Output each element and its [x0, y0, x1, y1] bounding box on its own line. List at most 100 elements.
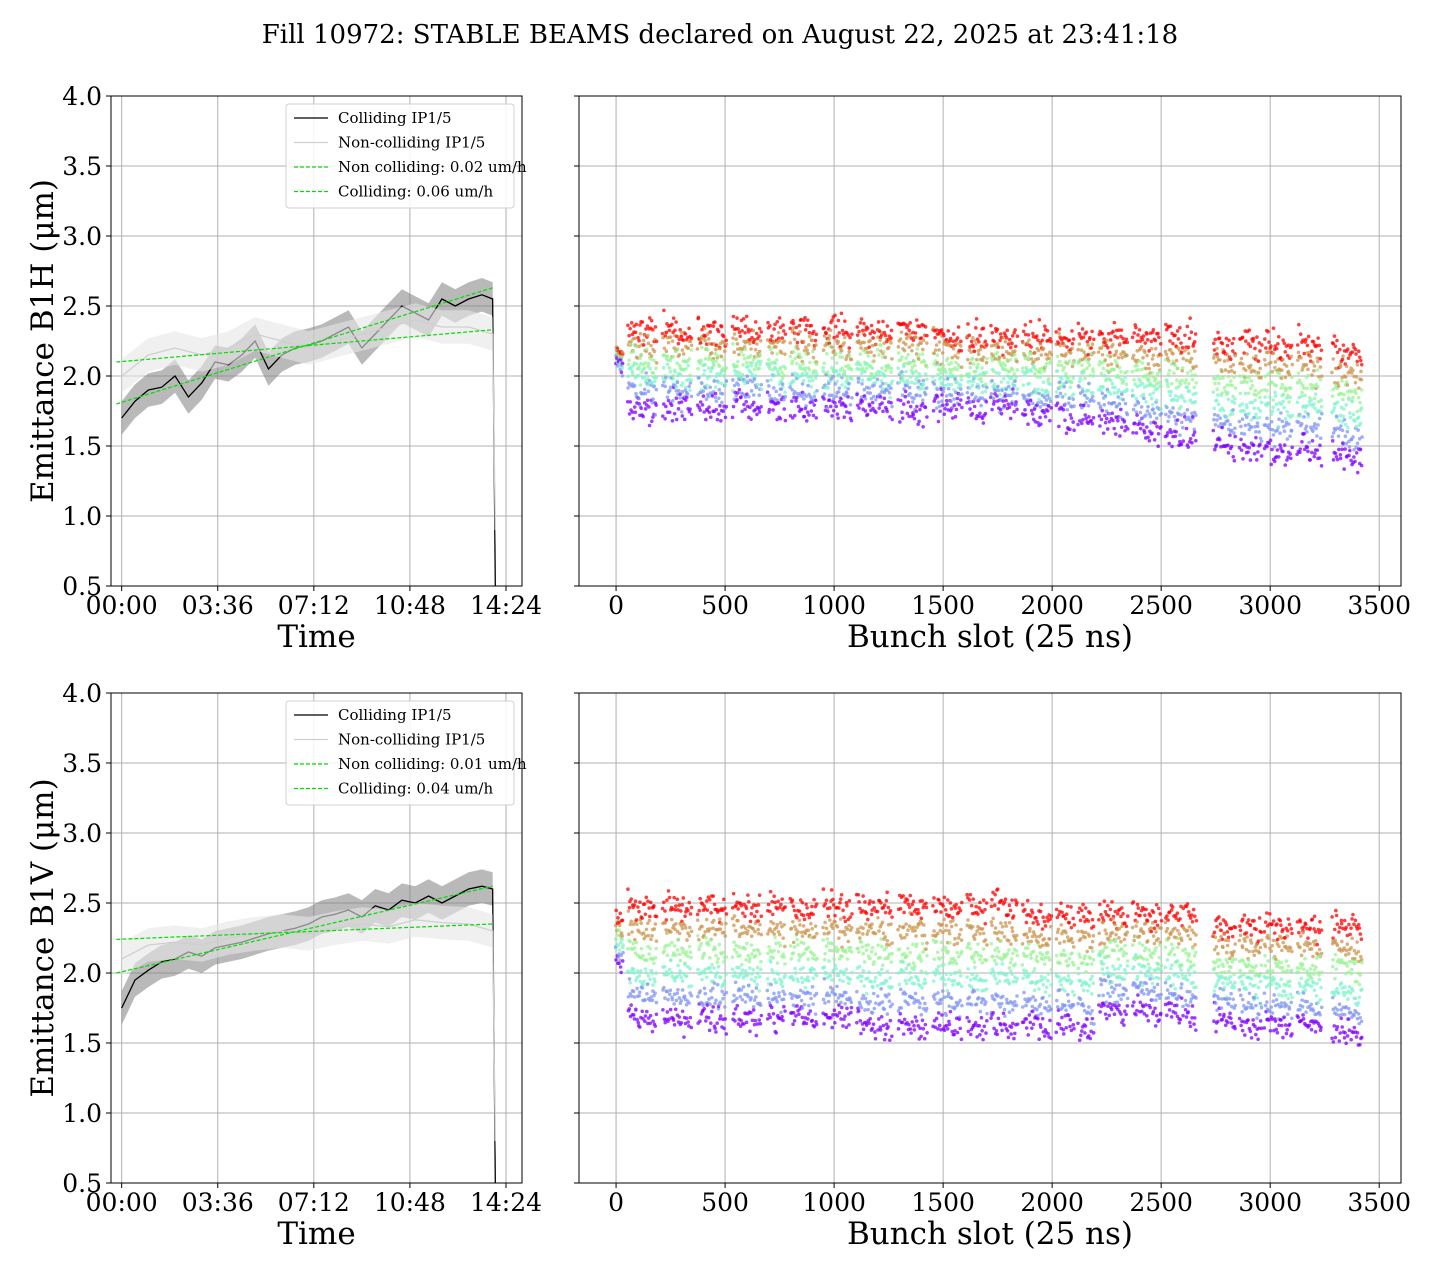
scatter-point	[675, 948, 680, 952]
scatter-point	[757, 1018, 762, 1022]
scatter-point	[909, 975, 914, 980]
scatter-point	[770, 912, 775, 917]
scatter-point	[647, 906, 651, 910]
scatter-point	[772, 373, 776, 378]
scatter-point	[822, 397, 826, 401]
scatter-point	[1343, 375, 1348, 379]
scatter-point	[627, 412, 632, 416]
scatter-point	[704, 935, 708, 940]
scatter-point	[626, 909, 631, 913]
scatter-point	[848, 945, 853, 950]
scatter-point	[718, 975, 723, 980]
scatter-point	[905, 932, 909, 937]
scatter-point	[708, 374, 712, 379]
scatter-point	[626, 947, 630, 951]
scatter-point	[1082, 393, 1087, 397]
scatter-point	[1303, 410, 1308, 414]
scatter-point	[845, 1006, 849, 1011]
scatter-point	[646, 899, 650, 904]
scatter-point	[1027, 402, 1031, 407]
scatter-point	[664, 943, 668, 948]
scatter-point	[1119, 370, 1123, 374]
scatter-point	[791, 978, 796, 982]
scatter-point	[1100, 408, 1105, 413]
scatter-point	[749, 943, 754, 947]
scatter-point	[1141, 422, 1145, 427]
scatter-point	[683, 385, 688, 390]
scatter-point	[797, 994, 801, 999]
scatter-point	[616, 943, 620, 947]
scatter-point	[835, 925, 840, 929]
scatter-point	[750, 1018, 755, 1023]
scatter-point	[873, 1030, 877, 1034]
scatter-point	[674, 953, 678, 957]
scatter-point	[1140, 381, 1145, 386]
scatter-point	[730, 916, 735, 921]
scatter-point	[648, 977, 652, 982]
scatter-point	[775, 352, 780, 356]
scatter-point	[663, 416, 667, 421]
scatter-point	[951, 339, 955, 344]
scatter-point	[1171, 352, 1175, 356]
scatter-point	[1254, 412, 1258, 417]
scatter-point	[1070, 364, 1075, 369]
scatter-point	[1175, 329, 1180, 333]
scatter-point	[821, 887, 826, 891]
scatter-point	[632, 383, 637, 388]
scatter-point	[698, 340, 703, 345]
scatter-point	[1271, 433, 1276, 437]
scatter-point	[1101, 366, 1106, 371]
scatter-point	[936, 419, 941, 424]
scatter-point	[803, 985, 808, 990]
scatter-point	[745, 931, 749, 936]
scatter-point	[711, 986, 715, 991]
scatter-point	[980, 390, 985, 395]
scatter-point	[663, 378, 667, 383]
scatter-point	[800, 934, 805, 938]
scatter-point	[699, 338, 703, 342]
scatter-point	[683, 1021, 688, 1026]
scatter-point	[1308, 354, 1313, 359]
scatter-point	[679, 330, 684, 334]
scatter-point	[650, 419, 654, 424]
scatter-point	[882, 1007, 887, 1012]
x-tick-label: 00:00	[86, 1188, 158, 1217]
scatter-point	[807, 334, 812, 339]
scatter-point	[1062, 365, 1066, 370]
scatter-point	[1166, 358, 1171, 363]
scatter-point	[755, 909, 759, 914]
scatter-point	[1090, 342, 1095, 346]
scatter-point	[1262, 358, 1267, 362]
scatter-point	[637, 366, 641, 371]
scatter-point	[1104, 416, 1109, 421]
scatter-point	[754, 1033, 759, 1038]
scatter-point	[872, 1006, 877, 1011]
scatter-point	[1354, 424, 1359, 429]
scatter-point	[903, 342, 908, 347]
scatter-point	[688, 407, 692, 412]
panel-b1h-time: 00:00 03:36 07:12 10:48 14:240.51.01.52.02.5…	[25, 82, 542, 655]
scatter-point	[1001, 336, 1005, 340]
scatter-point	[722, 930, 726, 935]
scatter-point	[1233, 426, 1237, 431]
scatter-point	[1167, 441, 1171, 446]
scatter-point	[1250, 400, 1255, 405]
scatter-point	[1288, 452, 1293, 456]
scatter-point	[1347, 453, 1351, 458]
scatter-point	[634, 940, 639, 945]
scatter-point	[1091, 369, 1096, 374]
scatter-point	[835, 412, 840, 416]
scatter-point	[1315, 368, 1320, 372]
scatter-point	[888, 976, 892, 980]
scatter-point	[1359, 377, 1364, 382]
scatter-point	[689, 412, 694, 417]
scatter-point	[1105, 353, 1110, 358]
scatter-point	[896, 351, 901, 355]
scatter-point	[971, 362, 976, 366]
scatter-point	[862, 960, 867, 964]
scatter-point	[942, 377, 946, 382]
scatter-point	[999, 364, 1004, 368]
scatter-point	[968, 365, 973, 370]
scatter-point	[1350, 350, 1355, 354]
scatter-point	[791, 326, 796, 330]
